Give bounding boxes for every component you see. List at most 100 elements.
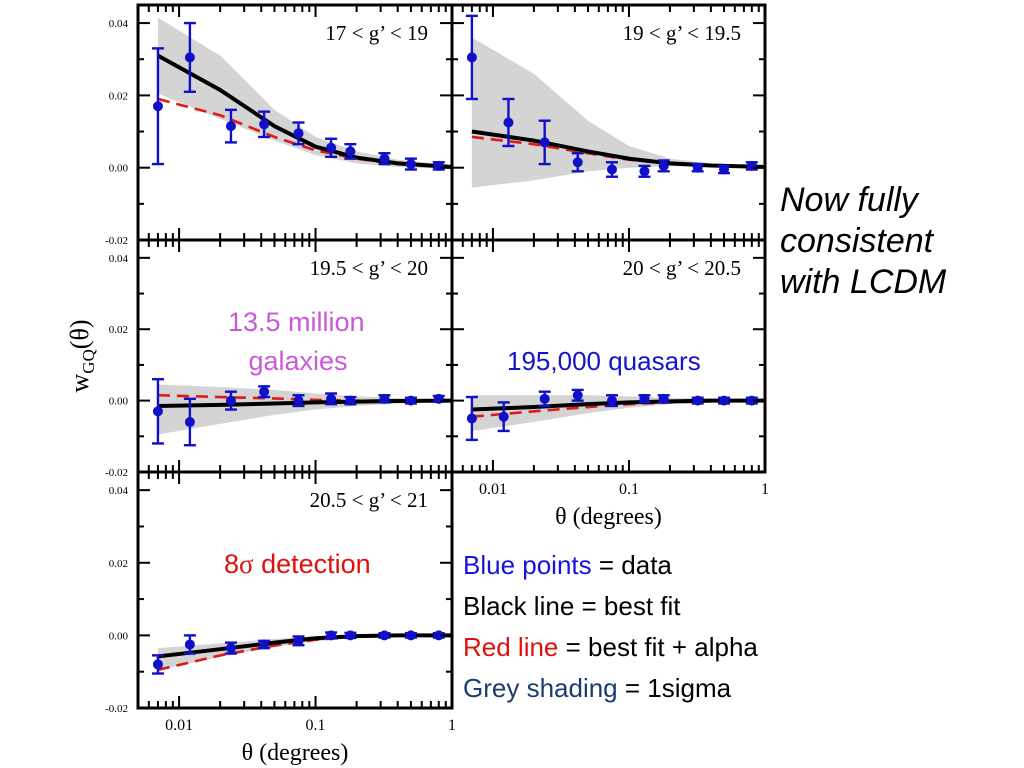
legend-black-line: Black line = best fit — [463, 591, 681, 621]
data-point — [404, 157, 417, 171]
data-marker — [345, 395, 356, 406]
data-point — [224, 390, 237, 411]
y-ticks — [138, 489, 452, 709]
data-point — [344, 630, 357, 641]
data-point — [344, 395, 357, 406]
data-point — [605, 161, 618, 178]
y-ticks — [452, 22, 765, 241]
side-note: Now fully consistent with LCDM — [780, 180, 1010, 303]
data-point — [638, 393, 651, 404]
legend-red-rest: = best fit + alpha — [558, 632, 758, 662]
x-axis-label: θ (degrees) — [242, 740, 349, 766]
data-point — [745, 395, 758, 406]
panel-plot-area — [151, 17, 452, 171]
panel-magnitude-label: 20 < g’ < 20.5 — [623, 256, 741, 280]
data-marker — [293, 128, 304, 139]
y-tick-label: 0.02 — [109, 558, 128, 570]
data-point — [258, 385, 271, 399]
sigma-band — [157, 384, 452, 435]
data-point — [325, 392, 338, 406]
data-point — [258, 639, 271, 650]
data-marker — [259, 639, 270, 650]
y-tick-label: 0.00 — [109, 396, 129, 408]
data-point — [151, 654, 164, 675]
detection-sigma: σ — [239, 549, 254, 579]
legend-grey-label: Grey shading — [463, 673, 618, 703]
data-point — [605, 394, 618, 408]
data-point — [404, 395, 417, 406]
data-marker — [184, 417, 195, 428]
data-marker — [225, 643, 236, 654]
sigma-band — [157, 17, 452, 170]
data-point — [638, 164, 651, 178]
legend-grey-line: Grey shading = 1sigma — [463, 668, 758, 709]
data-marker — [259, 119, 270, 130]
panel-plot-area — [465, 388, 765, 442]
data-marker — [152, 101, 163, 112]
data-marker — [719, 164, 730, 175]
x-tick-label: 1 — [761, 481, 769, 498]
data-marker — [539, 393, 550, 404]
galaxies-annotation: 13.5 million galaxies — [228, 307, 372, 376]
panel-plot-area — [151, 630, 452, 675]
data-marker — [405, 395, 416, 406]
x-axis-label: θ (degrees) — [555, 504, 662, 530]
data-point — [183, 634, 196, 655]
y-tick-label: 0.02 — [109, 90, 128, 102]
data-marker — [539, 137, 550, 148]
side-note-line1: Now fully — [780, 181, 918, 219]
data-point — [691, 395, 704, 406]
data-marker — [466, 52, 477, 63]
data-point — [691, 162, 704, 173]
data-point — [657, 159, 670, 173]
quasars-annotation: 195,000 quasars — [507, 346, 701, 376]
data-point — [404, 630, 417, 641]
data-marker — [692, 162, 703, 173]
data-point — [718, 395, 731, 406]
data-marker — [498, 411, 509, 422]
data-marker — [326, 630, 337, 641]
data-marker — [606, 164, 617, 175]
data-marker — [719, 395, 730, 406]
y-tick-label: 0.00 — [109, 163, 129, 175]
data-marker — [152, 659, 163, 670]
data-point — [657, 393, 670, 404]
side-note-line2: consistent — [780, 222, 934, 260]
data-marker — [606, 395, 617, 406]
data-point — [465, 395, 478, 442]
legend-red-line: Red line = best fit + alpha — [463, 627, 758, 668]
data-marker — [293, 635, 304, 646]
data-point — [432, 393, 445, 404]
x-tick-label: 1 — [448, 717, 456, 734]
data-point — [258, 110, 271, 139]
x-tick-label: 0.01 — [165, 717, 193, 734]
y-tick-label: 0.00 — [109, 630, 129, 642]
y-axis-label-main: w — [65, 374, 94, 393]
data-point — [224, 641, 237, 655]
data-marker — [658, 393, 669, 404]
legend-blue-label: Blue points — [463, 550, 592, 580]
data-marker — [466, 413, 477, 424]
data-marker — [572, 157, 583, 168]
data-point — [292, 635, 305, 647]
data-marker — [225, 121, 236, 132]
y-tick-label: 0.04 — [109, 18, 129, 30]
data-marker — [379, 630, 390, 641]
data-marker — [746, 395, 757, 406]
x-tick-label: 0.1 — [306, 717, 326, 734]
x-tick-label: 0.1 — [619, 481, 639, 498]
data-marker — [184, 639, 195, 650]
best-fit-line — [471, 129, 765, 169]
y-axis-label: wGQ(θ) — [65, 319, 98, 392]
data-point — [151, 378, 164, 445]
data-marker — [293, 395, 304, 406]
legend-explanation: Blue points = data Black line = best fit… — [463, 545, 758, 709]
panel-plot-area — [151, 378, 452, 447]
panels-layer — [136, 3, 767, 710]
y-tick-label: 0.02 — [109, 324, 128, 336]
y-tick-label: 0.04 — [109, 253, 129, 265]
x-ticks — [137, 472, 453, 708]
data-point — [378, 393, 391, 404]
panel-magnitude-label: 17 < g’ < 19 — [325, 21, 428, 45]
